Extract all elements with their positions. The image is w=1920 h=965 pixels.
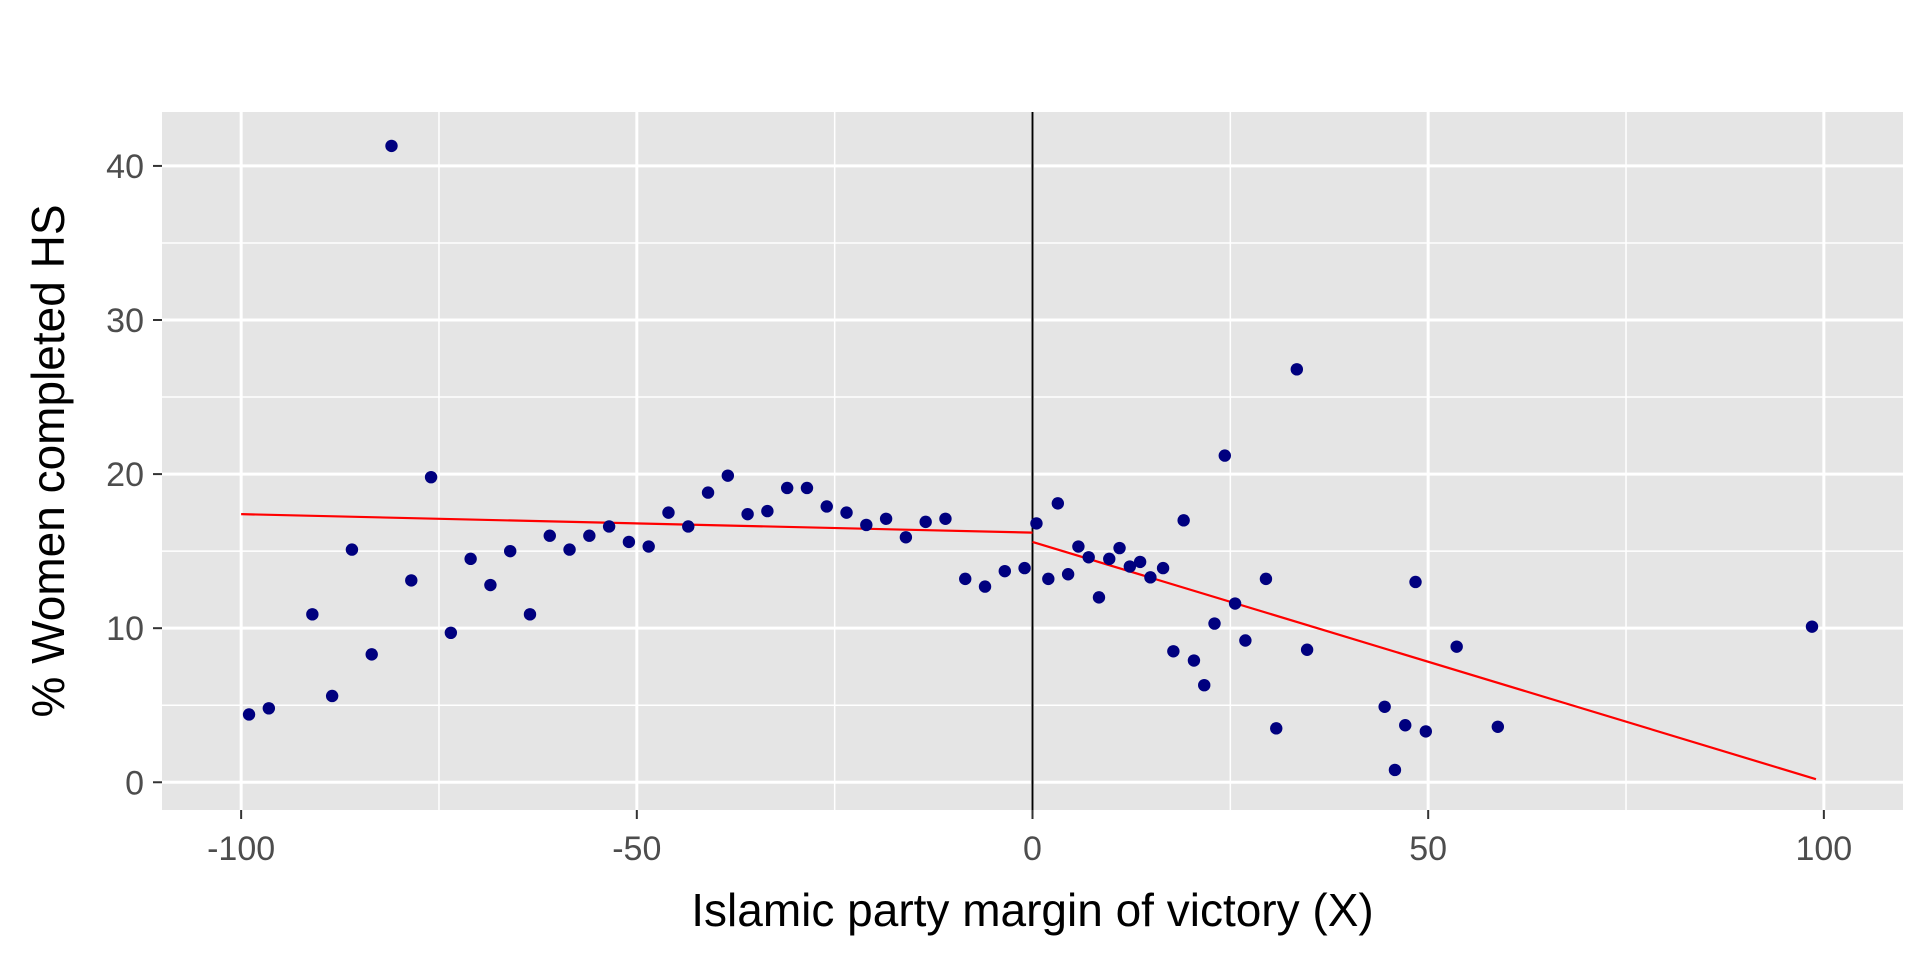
x-tick-label: 100 (1795, 830, 1852, 868)
fit-lines (241, 513, 1817, 781)
data-point (1167, 645, 1180, 658)
x-tick-label: -50 (612, 830, 661, 868)
data-point (424, 470, 438, 484)
y-tick-label: 0 (125, 764, 144, 802)
fit-line-left (241, 513, 1033, 534)
x-tick-labels: -100 -50 0 50 100 (207, 830, 1852, 868)
data-point (583, 529, 596, 542)
data-point (1103, 552, 1116, 566)
data-point (444, 626, 458, 640)
data-point (662, 506, 675, 519)
data-point (1123, 560, 1137, 573)
data-point (1156, 561, 1170, 575)
data-point (1187, 654, 1201, 667)
data-point (1259, 572, 1273, 586)
data-point (978, 580, 992, 593)
data-point (543, 529, 556, 542)
data-point (1399, 719, 1412, 732)
data-point (780, 481, 794, 495)
data-point (1388, 763, 1402, 777)
data-point (405, 574, 418, 587)
data-point (523, 608, 537, 621)
data-point (262, 702, 276, 715)
y-tick-label: 20 (106, 456, 144, 494)
data-point (1082, 551, 1095, 564)
data-point (840, 506, 853, 519)
x-tick-label: 50 (1409, 830, 1447, 868)
data-point (365, 648, 378, 661)
data-point (1239, 634, 1252, 647)
data-point (899, 531, 913, 544)
data-point (1018, 561, 1031, 575)
x-axis-title: Islamic party margin of victory (X) (691, 884, 1373, 936)
y-tick-label: 30 (106, 302, 144, 340)
data-point (1092, 591, 1106, 604)
data-point (1198, 678, 1211, 692)
data-point (860, 518, 873, 532)
data-point (622, 535, 636, 549)
axis-ticks (153, 164, 1825, 819)
data-point (1409, 575, 1422, 589)
data-point (1113, 541, 1126, 555)
data-point (242, 708, 256, 721)
data-point (1030, 517, 1043, 530)
y-tick-label: 40 (106, 148, 144, 186)
data-point (1061, 568, 1075, 581)
data-point (1133, 555, 1147, 569)
fit-line-right (1032, 540, 1817, 781)
y-tick-labels: 0 10 20 30 40 (106, 148, 144, 802)
data-point (1491, 720, 1505, 733)
data-point (1072, 540, 1085, 553)
data-point (919, 515, 932, 529)
data-point (820, 500, 833, 513)
data-point (325, 689, 339, 703)
data-point (464, 552, 477, 566)
data-point (1419, 725, 1433, 738)
data-point (1208, 617, 1221, 630)
data-point (306, 608, 319, 621)
data-point (1450, 640, 1463, 653)
data-point (1218, 449, 1232, 462)
data-point (701, 486, 715, 499)
x-tick-label: 0 (1023, 830, 1042, 868)
data-points (242, 139, 1819, 777)
y-axis-title: % Women completed HS (22, 204, 74, 717)
data-point (959, 572, 972, 586)
data-point (1300, 643, 1314, 656)
data-point (385, 139, 398, 153)
data-point (1378, 700, 1391, 713)
data-point (998, 564, 1012, 578)
y-tick-label: 10 (106, 610, 144, 648)
data-point (1290, 363, 1304, 376)
data-point (1051, 497, 1065, 510)
data-point (345, 543, 359, 556)
data-point (800, 481, 814, 495)
data-point (1228, 597, 1242, 610)
data-point (563, 543, 576, 556)
data-point (642, 540, 655, 553)
data-point (879, 512, 893, 525)
data-point (741, 507, 754, 521)
data-point (504, 544, 517, 558)
x-tick-label: -100 (207, 830, 275, 868)
data-point (682, 520, 695, 533)
data-point (721, 469, 735, 482)
data-point (1177, 514, 1190, 527)
data-point (484, 578, 497, 592)
data-point (761, 504, 774, 518)
data-point (1042, 572, 1055, 586)
data-point (1270, 722, 1283, 735)
data-point (1805, 620, 1819, 633)
data-point (1144, 571, 1157, 584)
data-point (602, 520, 616, 533)
data-point (939, 512, 952, 525)
